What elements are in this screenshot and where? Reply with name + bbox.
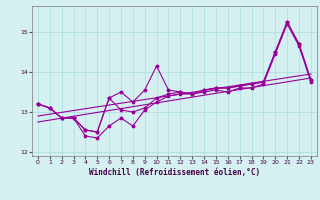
X-axis label: Windchill (Refroidissement éolien,°C): Windchill (Refroidissement éolien,°C) <box>89 168 260 177</box>
